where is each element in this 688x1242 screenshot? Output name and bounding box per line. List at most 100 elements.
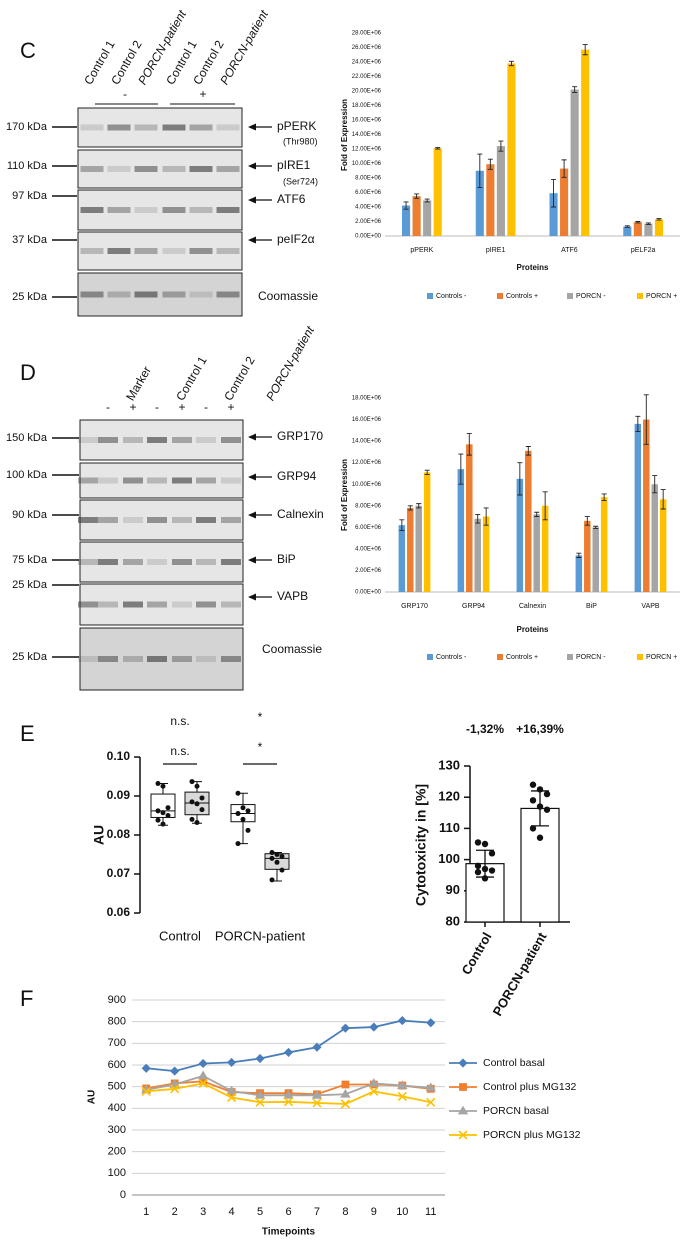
arrow-head: [248, 473, 256, 481]
data-point: [226, 1085, 237, 1095]
error-bar: [645, 222, 651, 225]
bar: [520, 807, 560, 923]
data-point: [283, 1047, 294, 1057]
blot-band: [134, 207, 158, 213]
blot-band: [162, 248, 186, 254]
blot-band: [221, 437, 241, 443]
data-point: [255, 1097, 265, 1107]
error-bar: [424, 469, 430, 475]
data-point: [474, 868, 482, 876]
error-bar: [656, 218, 662, 221]
bar: [560, 168, 569, 236]
protein-label: Calnexin: [277, 507, 324, 521]
arrow-head: [248, 511, 256, 519]
y-tick-label: 20.00E+06: [352, 89, 382, 95]
data-point: [235, 841, 241, 847]
data-point: [425, 1082, 436, 1092]
annotation: *: [258, 710, 263, 724]
blot-band: [216, 124, 240, 131]
blot-band: [80, 124, 104, 131]
blot-band: [98, 656, 118, 662]
blot-band: [162, 166, 186, 172]
y-tick-label: 18.00E+06: [352, 396, 382, 402]
data-point: [170, 1084, 180, 1094]
blot-band: [107, 166, 131, 172]
y-tick-label: 700: [108, 1037, 126, 1049]
blot-band: [107, 291, 131, 298]
blot-band: [162, 207, 186, 213]
data-point: [155, 808, 161, 814]
data-point: [269, 855, 275, 861]
x-tick-label: BiP: [586, 603, 597, 610]
bar: [651, 484, 658, 592]
y-tick-label: 100: [438, 851, 460, 866]
y-tick-label: 80: [446, 913, 460, 928]
kda-label: 25 kDa: [12, 651, 48, 663]
bar: [643, 419, 650, 592]
blot-band: [147, 517, 167, 523]
data-point: [340, 1023, 350, 1033]
legend-swatch: [637, 293, 643, 299]
blot-band: [78, 517, 98, 523]
error-bar: [635, 221, 641, 224]
blot-band: [147, 437, 167, 443]
data-point: [165, 813, 171, 818]
data-point: [155, 817, 161, 823]
y-tick-label: 6.00E+06: [355, 525, 382, 531]
legend-label: PORCN -: [576, 654, 606, 661]
error-bar: [584, 516, 590, 526]
blot-band: [147, 656, 167, 662]
bar: [423, 200, 432, 236]
blot-band: [216, 166, 240, 172]
data-point: [397, 1080, 408, 1089]
blot-band: [123, 477, 143, 484]
blot-band: [221, 517, 241, 523]
bar: [423, 472, 431, 592]
error-bar: [466, 433, 472, 456]
x-axis-label: Proteins: [516, 625, 549, 634]
annotation: n.s.: [170, 714, 189, 728]
error-bar: [487, 158, 493, 170]
kda-label: 25 kDa: [12, 291, 48, 303]
error-bar: [635, 415, 641, 432]
error-bar: [572, 86, 578, 93]
blot-band: [216, 248, 240, 254]
arrow-head: [248, 433, 256, 441]
blot-band: [134, 124, 158, 131]
y-tick-label: 900: [108, 994, 126, 1006]
x-tick-label: pIRE1: [486, 247, 506, 254]
kda-label: 37 kDa: [12, 234, 48, 246]
data-point: [340, 1099, 350, 1109]
bar: [549, 193, 558, 236]
data-point: [481, 840, 489, 848]
kda-label: 170 kDa: [6, 121, 48, 133]
x-tick-label: 7: [314, 1206, 320, 1218]
bar: [644, 223, 653, 236]
arrow-head: [248, 236, 256, 244]
y-tick-label: 0.06: [107, 905, 131, 919]
blot-band: [80, 248, 104, 254]
x-tick-label: 11: [425, 1206, 436, 1218]
bar: [466, 444, 473, 592]
y-tick-label: 18.00E+06: [352, 103, 382, 109]
data-point: [369, 1022, 379, 1032]
protein-label: VAPB: [277, 589, 308, 603]
data-point: [245, 808, 251, 814]
x-tick-label: VAPB: [641, 603, 659, 610]
protein-label: peIF2α: [277, 232, 315, 246]
blot-band: [98, 477, 118, 484]
protein-label: ATF6: [277, 192, 306, 206]
error-bar: [435, 147, 441, 150]
data-point: [189, 779, 195, 785]
y-tick-label: 28.00E+06: [352, 31, 382, 37]
blot-band: [162, 291, 186, 298]
data-point: [199, 795, 205, 801]
y-axis-label: AU: [87, 1090, 98, 1104]
data-point: [536, 803, 544, 810]
y-tick-label: 4.00E+06: [355, 205, 382, 211]
error-bar: [576, 552, 582, 558]
data-point: [426, 1018, 436, 1028]
panel-label: F: [20, 986, 33, 1011]
blot-band: [196, 601, 216, 608]
data-point: [274, 852, 280, 857]
